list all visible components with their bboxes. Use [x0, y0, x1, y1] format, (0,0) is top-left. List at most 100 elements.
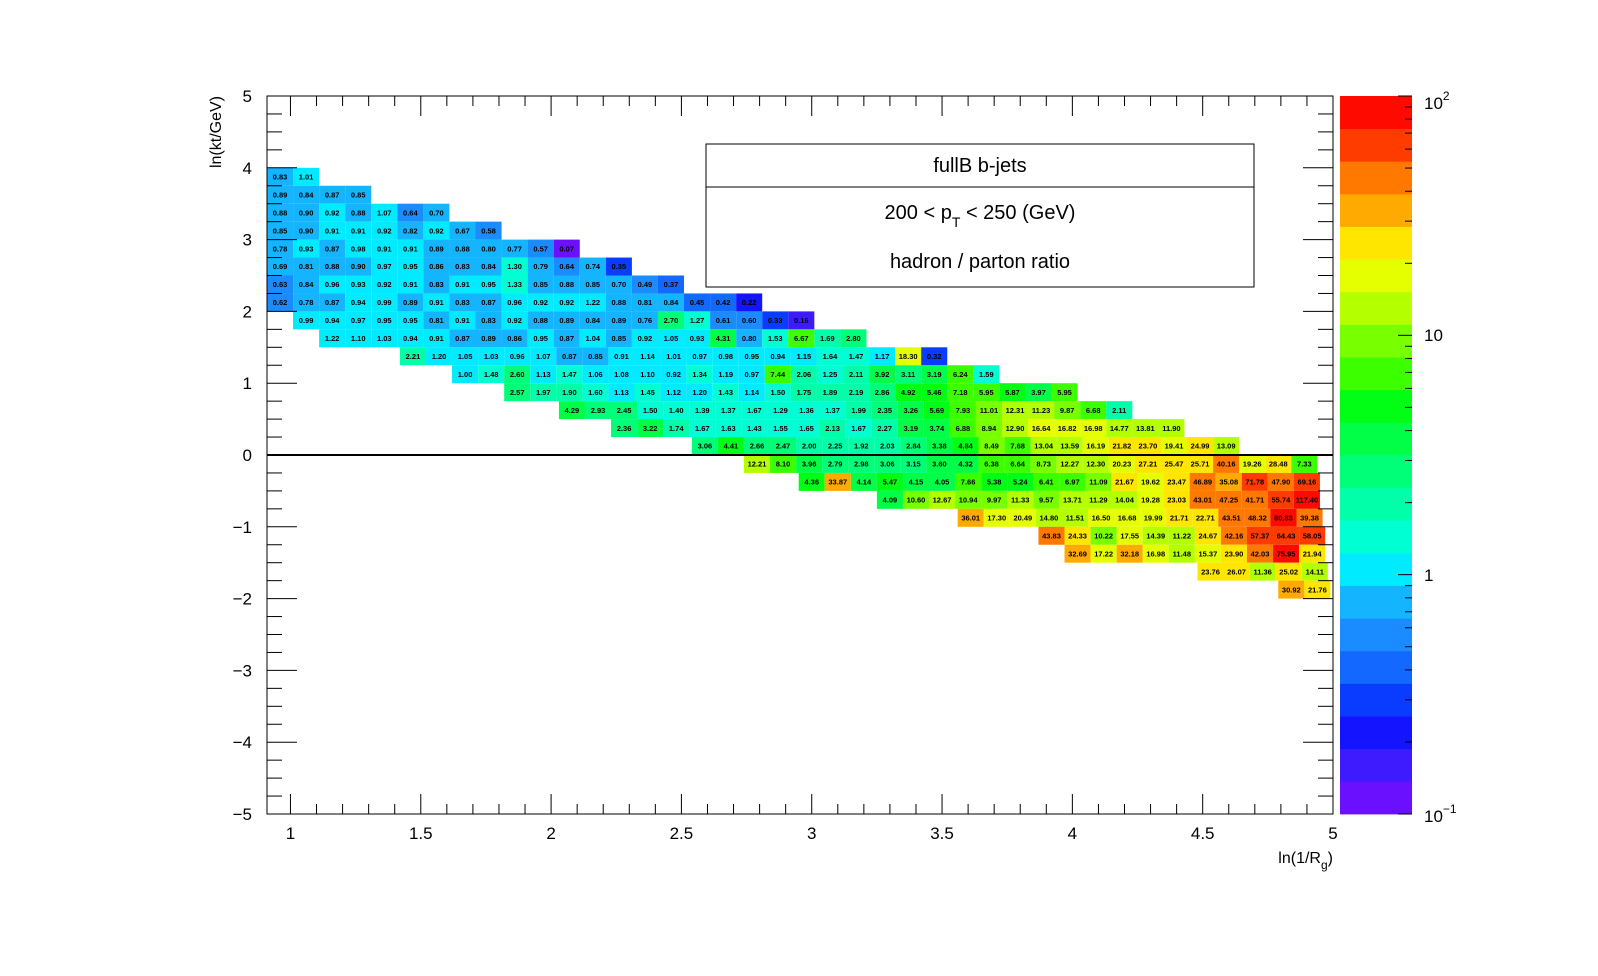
heatmap-cell [1004, 455, 1031, 473]
cell-value-label: 2.00 [802, 442, 817, 451]
heatmap-cell [1111, 490, 1138, 509]
heatmap-cell [1038, 526, 1065, 545]
cell-value-label: 2.47 [776, 442, 791, 451]
heatmap-cell [553, 293, 580, 312]
heatmap-cell [1004, 437, 1031, 455]
heatmap-cell [1293, 490, 1320, 509]
heatmap-cell [1192, 508, 1219, 527]
heatmap-cell [955, 490, 982, 509]
colorbar-swatch [1340, 618, 1412, 652]
cell-value-label: 21.67 [1115, 478, 1134, 487]
heatmap-cell [684, 293, 711, 312]
cell-value-label: 3.19 [903, 424, 918, 433]
cell-value-label: 1.67 [851, 424, 866, 433]
cell-value-label: 12.31 [1006, 406, 1025, 415]
heatmap-cell [796, 437, 823, 455]
cell-value-label: 0.92 [429, 226, 444, 235]
cell-value-label: 0.87 [325, 190, 340, 199]
heatmap-cell [345, 239, 372, 258]
cell-value-label: 2.45 [617, 406, 632, 415]
heatmap-cell [1030, 437, 1057, 455]
cell-value-label: 16.98 [1084, 424, 1103, 433]
cell-value-label: 14.04 [1115, 496, 1135, 505]
heatmap-cell [1028, 401, 1055, 420]
heatmap-cell [605, 329, 632, 348]
heatmap-cell [319, 239, 346, 258]
heatmap-cell [608, 365, 635, 384]
cell-value-label: 23.90 [1225, 549, 1244, 558]
heatmap-cell [1056, 437, 1083, 455]
cell-value-label: 0.61 [716, 316, 731, 325]
cell-value-label: 9.57 [1039, 496, 1054, 505]
heatmap-cell [816, 383, 844, 402]
cell-value-label: 1.01 [299, 172, 314, 181]
heatmap-cell [1213, 437, 1240, 455]
cell-value-label: 42.16 [1225, 531, 1244, 540]
x-tick-label: 4.5 [1191, 824, 1215, 843]
heatmap-cell [902, 490, 930, 509]
cell-value-label: 0.82 [403, 226, 418, 235]
axis-ticks: 1 1.5 2 2.5 3 3.5 4 4.5 5 5 4 3 2 1 0 −1 −2 −3 −4 −5 [233, 87, 1338, 843]
heatmap-cell [530, 347, 557, 366]
cell-value-label: 4.09 [883, 496, 898, 505]
cell-value-label: 14.80 [1040, 514, 1059, 523]
cell-value-label: 3.92 [875, 370, 890, 379]
heatmap-cell [764, 347, 791, 366]
cell-value-label: 2.66 [750, 442, 765, 451]
heatmap-cell [267, 257, 294, 276]
heatmap-cell [657, 329, 685, 348]
cell-value-label: 0.96 [507, 298, 522, 307]
cell-value-label: 0.84 [585, 316, 600, 325]
heatmap-cell [293, 167, 320, 186]
heatmap-cell [608, 383, 635, 402]
cell-value-label: 0.99 [299, 316, 314, 325]
heatmap-cell [449, 257, 476, 276]
heatmap-cell [921, 347, 948, 366]
heatmap-cell [897, 419, 924, 438]
cell-value-label: 1.03 [484, 352, 499, 361]
heatmap-cell [1187, 437, 1214, 455]
heatmap-cell [637, 401, 664, 420]
heatmap-cell [558, 401, 585, 420]
cell-value-label: 1.15 [797, 352, 812, 361]
heatmap-cell [952, 455, 979, 473]
heatmap-cell [921, 365, 948, 384]
color-scale-bar [1340, 95, 1412, 815]
cell-value-label: 21.76 [1308, 585, 1327, 594]
cell-value-label: 1.60 [588, 388, 603, 397]
heatmap-cell [475, 221, 502, 240]
heatmap-cell [929, 490, 956, 509]
cell-value-label: 0.93 [690, 334, 705, 343]
y-tick-label: −4 [233, 733, 252, 752]
heatmap-cell [423, 311, 450, 330]
cell-value-label: 17.22 [1094, 549, 1113, 558]
cell-value-label: 0.87 [562, 352, 577, 361]
heatmap-cell [1197, 562, 1224, 581]
cell-value-label: 0.80 [481, 244, 496, 253]
y-tick-label: −5 [233, 805, 252, 824]
heatmap-cell [1025, 383, 1052, 402]
heatmap-cell [1033, 472, 1060, 491]
cell-value-label: 0.97 [692, 352, 707, 361]
cell-value-label: 0.83 [455, 298, 470, 307]
heatmap-cell [293, 221, 320, 240]
heatmap-cell [478, 365, 505, 384]
heatmap-cell [767, 419, 794, 438]
cell-value-label: 0.92 [666, 370, 681, 379]
heatmap-cell [743, 437, 771, 455]
heatmap-cell [371, 239, 398, 258]
cell-value-label: 22.71 [1196, 514, 1215, 523]
cell-value-label: 19.41 [1165, 442, 1184, 451]
cell-value-label: 0.95 [403, 262, 418, 271]
heatmap-cell [660, 365, 687, 384]
cell-value-label: 0.95 [744, 352, 759, 361]
cell-value-label: 10.60 [907, 496, 926, 505]
heatmap-cell [1168, 544, 1195, 563]
cell-value-label: 0.60 [742, 316, 757, 325]
cell-value-label: 11.36 [1253, 567, 1271, 576]
heatmap-cell [1278, 580, 1305, 599]
cell-value-label: 58.05 [1303, 531, 1322, 540]
cell-value-label: 64.43 [1277, 531, 1296, 540]
cell-value-label: 117.40 [1296, 496, 1319, 505]
heatmap-cell [397, 329, 424, 348]
